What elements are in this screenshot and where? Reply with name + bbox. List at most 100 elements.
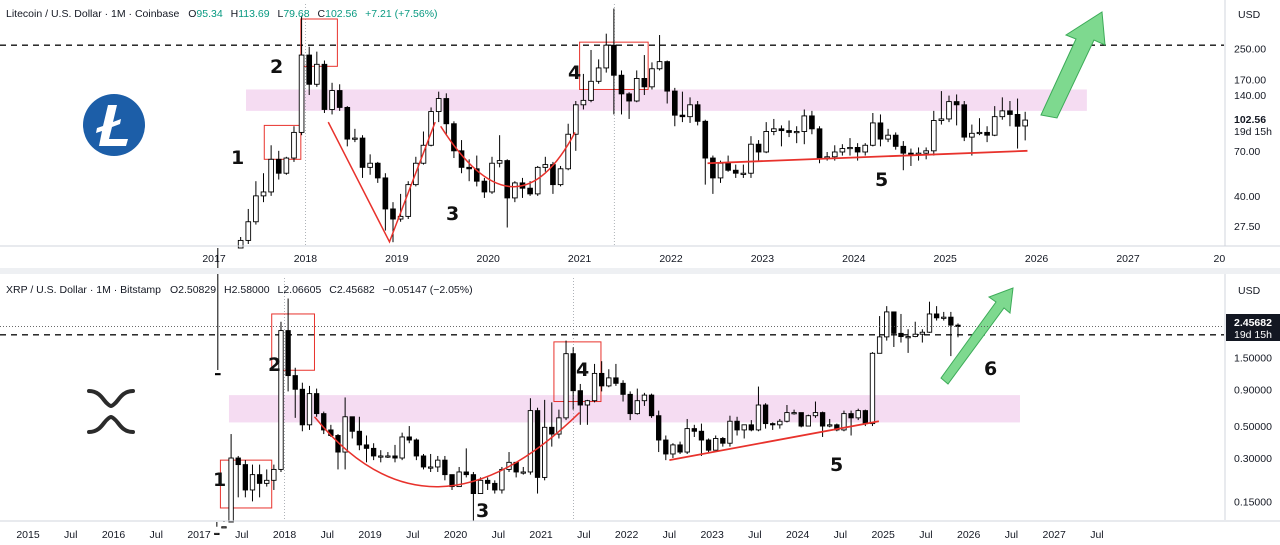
ltc-candle: [626, 93, 632, 102]
ltc-candle: [839, 148, 846, 153]
xrp-candle: [891, 311, 897, 334]
ltc-candle: [291, 131, 297, 159]
xrp-candle: [798, 412, 804, 427]
ltc-candle: [946, 101, 952, 120]
ltc-candle: [656, 61, 663, 70]
xrp-candle: [399, 436, 405, 459]
xrp-candle: [748, 424, 754, 431]
xrp-candle: [214, 532, 220, 535]
xrp-candle: [534, 410, 541, 478]
xrp-candle: [584, 400, 591, 406]
ltc-pattern-box: [263, 124, 302, 160]
xrp-time-tick: Jul: [64, 529, 77, 541]
xrp-candle: [235, 457, 241, 466]
ltc-candle: [268, 158, 274, 193]
ltc-candle: [976, 131, 983, 135]
xrp-candle: [762, 404, 769, 425]
xrp-candle: [256, 474, 263, 484]
ltc-time-tick: 2018: [294, 253, 318, 265]
xrp-time-tick: Jul: [150, 529, 163, 541]
xrp-candle: [363, 444, 370, 449]
ltc-candle: [664, 61, 671, 92]
ltc-currency-label: USD: [1238, 9, 1261, 21]
xrp-candle: [299, 388, 306, 426]
xrp-plot-area[interactable]: 1 2 3 4 5 6: [0, 278, 1224, 535]
xrp-candle: [819, 412, 826, 427]
ltc-candle: [473, 168, 480, 182]
xrp-price-tick: 0.30000: [1234, 453, 1272, 465]
xrp-high-label: H: [224, 284, 232, 296]
ltc-candle: [923, 150, 929, 154]
xrp-candle: [734, 420, 740, 431]
ltc-time-tick: 2023: [751, 253, 775, 265]
ltc-close-label: C: [318, 8, 326, 20]
xrp-candle: [713, 438, 719, 451]
xrp-time-axis[interactable]: 2015 Jul 2016 Jul 2017 Jul 2018 Jul 2019 Jul 2020 J…: [16, 529, 1103, 541]
xrp-header: XRP / U.S. Dollar · 1M · Bitstamp O2.508…: [6, 284, 473, 296]
xrp-candle: [948, 316, 954, 326]
xrp-candle: [862, 410, 869, 425]
xrp-candle: [527, 410, 534, 473]
xrp-time-tick: 2016: [102, 529, 126, 541]
ltc-candle: [443, 98, 450, 125]
xrp-candle: [770, 423, 776, 426]
ltc-candle: [778, 128, 785, 132]
ltc-plot-area[interactable]: 1 2 3 4 5: [0, 4, 1224, 376]
xrp-candle: [591, 372, 598, 402]
xrp-candle: [492, 482, 498, 491]
xrp-candle: [884, 311, 890, 338]
ltc-pattern-label-4: 4: [568, 62, 581, 84]
xrp-time-tick: 2023: [700, 529, 724, 541]
xrp-candle: [499, 468, 505, 491]
xrp-candle: [606, 377, 612, 387]
ltc-candle: [641, 78, 648, 88]
ltc-header: Litecoin / U.S. Dollar · 1M · Coinbase O…: [6, 8, 438, 20]
ltc-candle: [877, 122, 884, 140]
xrp-candle: [599, 372, 605, 387]
xrp-candle: [691, 428, 697, 432]
ltc-candle: [969, 132, 975, 138]
xrp-cup-curve: [313, 412, 581, 488]
xrp-candle: [249, 474, 256, 491]
xrp-price-tick: 0.50000: [1234, 421, 1272, 433]
xrp-change-value: −0.05147 (−2.05%): [383, 284, 473, 296]
xrp-candle: [777, 420, 783, 426]
xrp-candle: [228, 457, 234, 523]
ltc-candle: [504, 160, 511, 199]
xrp-candle: [292, 375, 298, 390]
ltc-candle: [870, 122, 876, 146]
xrp-candle: [484, 479, 491, 484]
ltc-candle: [451, 123, 457, 152]
xrp-time-tick: 2022: [615, 529, 639, 541]
xrp-time-tick: 2027: [1043, 529, 1067, 541]
ltc-candle: [367, 162, 373, 168]
ltc-candle: [329, 90, 335, 110]
ltc-candle: [359, 137, 366, 168]
ltc-candle: [710, 157, 716, 179]
ltc-candle: [618, 74, 625, 95]
xrp-candle: [449, 474, 455, 488]
ltc-candle: [725, 162, 731, 171]
ltc-target-arrow-icon: [1040, 11, 1106, 119]
xrp-candle: [442, 459, 448, 476]
xrp-pattern-label-4: 4: [576, 359, 589, 381]
ltc-time-axis[interactable]: 2017 2018 2019 2020 2021 2022 2023 2024 2025 2026…: [202, 253, 1225, 265]
xrp-price-axis[interactable]: 1.50000 0.90000 0.50000 0.30000 0.15000: [1234, 352, 1272, 508]
ltc-candle: [466, 166, 472, 170]
ltc-candle: [237, 239, 244, 249]
ltc-time-tick: 2021: [568, 253, 592, 265]
xrp-high-value: 2.58000: [232, 284, 270, 296]
ltc-candle: [953, 101, 960, 106]
xrp-candle: [656, 415, 662, 441]
ltc-time-tick: 2027: [1116, 253, 1140, 265]
ltc-candle: [961, 104, 968, 138]
ltc-candle: [702, 120, 709, 159]
xrp-candle: [406, 436, 412, 441]
xrp-candle: [941, 316, 947, 319]
xrp-candle: [378, 455, 384, 458]
xrp-candle: [342, 416, 348, 453]
xrp-candle: [556, 417, 562, 435]
ltc-price-axis[interactable]: 250.00 170.00 140.00 70.00 40.00 27.50: [1234, 43, 1266, 233]
xrp-candle: [385, 455, 391, 458]
